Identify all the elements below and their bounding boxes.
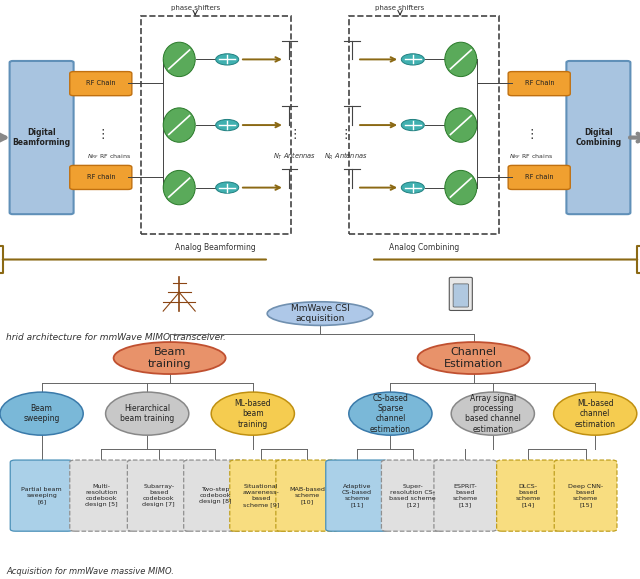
Text: RF chain: RF chain [525,174,554,180]
FancyBboxPatch shape [554,460,617,531]
Text: $N_R$ Antennas: $N_R$ Antennas [324,151,367,162]
Text: Analog Beamforming: Analog Beamforming [175,243,256,251]
Text: $N_{RF}$ RF chains: $N_{RF}$ RF chains [509,152,553,161]
FancyBboxPatch shape [10,61,74,214]
FancyBboxPatch shape [10,460,73,531]
Text: RF Chain: RF Chain [525,80,554,86]
Ellipse shape [106,392,189,435]
FancyBboxPatch shape [184,460,246,531]
Ellipse shape [163,108,195,142]
Ellipse shape [445,108,477,142]
Text: Hierarchical
beam training: Hierarchical beam training [120,404,174,423]
Text: MAB-based
scheme
[10]: MAB-based scheme [10] [289,488,325,504]
Text: CS-based
Sparse
channel
estimation: CS-based Sparse channel estimation [370,394,411,434]
Text: Acquisition for mmWave massive MIMO.: Acquisition for mmWave massive MIMO. [6,567,174,576]
Text: $N_T$ Antennas: $N_T$ Antennas [273,151,316,162]
Text: phase shifters: phase shifters [376,5,424,11]
Text: ML-based
beam
training: ML-based beam training [234,399,271,428]
Text: Digital
Beamforming: Digital Beamforming [13,128,70,147]
Text: ⋮: ⋮ [96,128,109,141]
Ellipse shape [445,42,477,76]
Circle shape [401,182,424,193]
Bar [349,16,499,234]
Text: ⋮: ⋮ [525,128,538,141]
Text: ⋮: ⋮ [339,128,352,141]
Ellipse shape [554,392,637,435]
Circle shape [216,119,239,131]
Text: RF Chain: RF Chain [86,80,116,86]
FancyBboxPatch shape [70,166,132,189]
FancyBboxPatch shape [326,460,388,531]
Circle shape [216,182,239,193]
Ellipse shape [0,392,83,435]
Text: hrid architecture for mmWave MIMO transceiver.: hrid architecture for mmWave MIMO transc… [6,333,227,342]
Text: Array signal
processing
based channel
estimation: Array signal processing based channel es… [465,394,521,434]
Text: Subarray-
based
codebook
design [7]: Subarray- based codebook design [7] [143,485,175,507]
Text: ESPRIT-
based
scheme
[13]: ESPRIT- based scheme [13] [452,485,478,507]
Ellipse shape [211,392,294,435]
FancyBboxPatch shape [381,460,444,531]
Circle shape [401,119,424,131]
Text: phase shifters: phase shifters [171,5,220,11]
Ellipse shape [163,170,195,205]
Ellipse shape [114,342,226,374]
FancyBboxPatch shape [497,460,559,531]
Text: $N_{RF}$ RF chains: $N_{RF}$ RF chains [87,152,131,161]
Text: Multi-
resolution
codebook
design [5]: Multi- resolution codebook design [5] [85,485,117,507]
Text: Adaptive
CS-based
scheme
[11]: Adaptive CS-based scheme [11] [342,485,372,507]
FancyBboxPatch shape [449,277,472,310]
FancyBboxPatch shape [230,460,292,531]
Text: DLCS-
based
scheme
[14]: DLCS- based scheme [14] [515,485,541,507]
FancyBboxPatch shape [508,72,570,96]
Ellipse shape [445,170,477,205]
Text: Beam
sweeping: Beam sweeping [24,404,60,423]
FancyBboxPatch shape [434,460,497,531]
Text: Super-
resolution CS-
based scheme
[12]: Super- resolution CS- based scheme [12] [389,485,436,507]
FancyBboxPatch shape [453,284,468,307]
Circle shape [401,54,424,65]
Text: MmWave CSI
acquisition: MmWave CSI acquisition [291,304,349,323]
Text: Two-step
codebook
design [8]: Two-step codebook design [8] [199,488,231,504]
Circle shape [216,54,239,65]
Ellipse shape [349,392,432,435]
Text: ⋮: ⋮ [288,128,301,141]
Text: RF chain: RF chain [87,174,115,180]
Text: Channel
Estimation: Channel Estimation [444,347,503,369]
FancyBboxPatch shape [127,460,190,531]
Text: Partial beam
sweeping
[6]: Partial beam sweeping [6] [21,488,62,504]
FancyBboxPatch shape [508,166,570,189]
FancyBboxPatch shape [566,61,630,214]
Ellipse shape [418,342,530,374]
Text: Digital
Combining: Digital Combining [575,128,621,147]
Text: Situational
awareness-
based
scheme [9]: Situational awareness- based scheme [9] [243,485,280,507]
Ellipse shape [268,302,372,325]
FancyBboxPatch shape [276,460,339,531]
FancyBboxPatch shape [70,72,132,96]
FancyBboxPatch shape [70,460,132,531]
Text: Beam
training: Beam training [148,347,191,369]
Ellipse shape [163,42,195,76]
Ellipse shape [451,392,534,435]
Text: Deep CNN-
based
scheme
[15]: Deep CNN- based scheme [15] [568,485,603,507]
Text: ML-based
channel
estimation: ML-based channel estimation [575,399,616,428]
Bar [141,16,291,234]
Text: Analog Combining: Analog Combining [389,243,460,251]
